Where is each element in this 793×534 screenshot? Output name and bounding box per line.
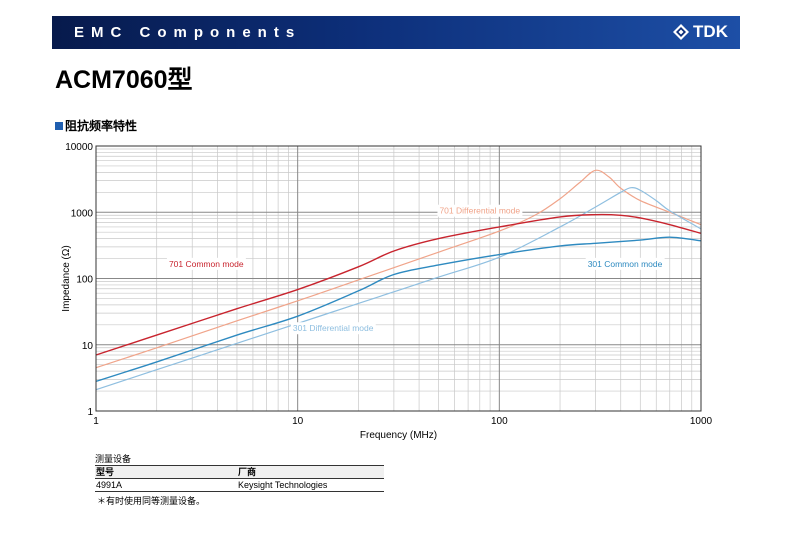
series-label-background bbox=[290, 322, 376, 335]
tdk-diamond-logo-icon bbox=[673, 24, 690, 40]
x-axis-label: Frequency (MHz) bbox=[360, 430, 437, 441]
x-tick-label: 10 bbox=[292, 416, 304, 427]
header-model: 型号 bbox=[95, 465, 237, 479]
equipment-note: ＊有时使用同等测量设备。 bbox=[97, 496, 206, 506]
equipment-title: 测量设备 bbox=[95, 454, 132, 464]
cell-manufacturer: Keysight Technologies bbox=[237, 478, 384, 492]
y-tick-label: 10 bbox=[82, 341, 94, 352]
chart-grid bbox=[95, 145, 702, 412]
series-label-background bbox=[437, 204, 523, 217]
series-line-301-differential-mode bbox=[95, 186, 702, 391]
impedance-chart: 1 10 100 1000 1 10 100 1000 10000 701 Common mod… bbox=[61, 142, 713, 441]
chart-ticks: 1 10 100 1000 1 10 100 1000 10000 bbox=[65, 142, 712, 427]
x-tick-label: 1000 bbox=[690, 416, 713, 427]
header-banner: EMC Components TDK bbox=[52, 16, 740, 49]
cell-model: 4991A bbox=[95, 478, 237, 492]
chart-series-labels: 701 Common mode 701 Differential mode 301 … bbox=[166, 204, 665, 335]
banner-title: EMC Components bbox=[74, 24, 302, 41]
series-label: 301 Differential mode bbox=[293, 323, 374, 333]
x-tick-label: 100 bbox=[491, 416, 508, 427]
y-axis-label: Impedance (Ω) bbox=[61, 245, 72, 311]
page-title: ACM7060型 bbox=[55, 66, 193, 94]
series-line-301-common-mode bbox=[95, 236, 702, 383]
y-tick-label: 100 bbox=[76, 275, 93, 286]
logo-text: TDK bbox=[693, 22, 728, 41]
y-tick-label: 1 bbox=[87, 407, 93, 418]
series-label-background bbox=[585, 257, 665, 270]
table-row: 4991A Keysight Technologies bbox=[95, 478, 384, 492]
equipment-table: 型号 厂商 4991A Keysight Technologies bbox=[95, 465, 384, 492]
plot-frame bbox=[95, 145, 702, 412]
section-title: 阻抗频率特性 bbox=[55, 117, 137, 134]
series-label-background bbox=[166, 257, 246, 270]
series-label: 301 Common mode bbox=[588, 259, 663, 269]
header-manufacturer: 厂商 bbox=[237, 465, 384, 479]
section-title-text: 阻抗频率特性 bbox=[65, 119, 138, 133]
y-tick-label: 10000 bbox=[65, 142, 93, 153]
chart-series bbox=[95, 169, 702, 391]
x-tick-label: 1 bbox=[93, 416, 99, 427]
series-line-701-differential-mode bbox=[95, 169, 702, 369]
y-tick-label: 1000 bbox=[71, 208, 94, 219]
series-label: 701 Common mode bbox=[169, 259, 244, 269]
series-line-701-common-mode bbox=[95, 213, 702, 356]
equipment-table-header: 型号 厂商 bbox=[95, 465, 384, 479]
section-marker-icon bbox=[55, 121, 63, 130]
tdk-logo: TDK bbox=[673, 22, 728, 42]
series-label: 701 Differential mode bbox=[439, 206, 520, 216]
